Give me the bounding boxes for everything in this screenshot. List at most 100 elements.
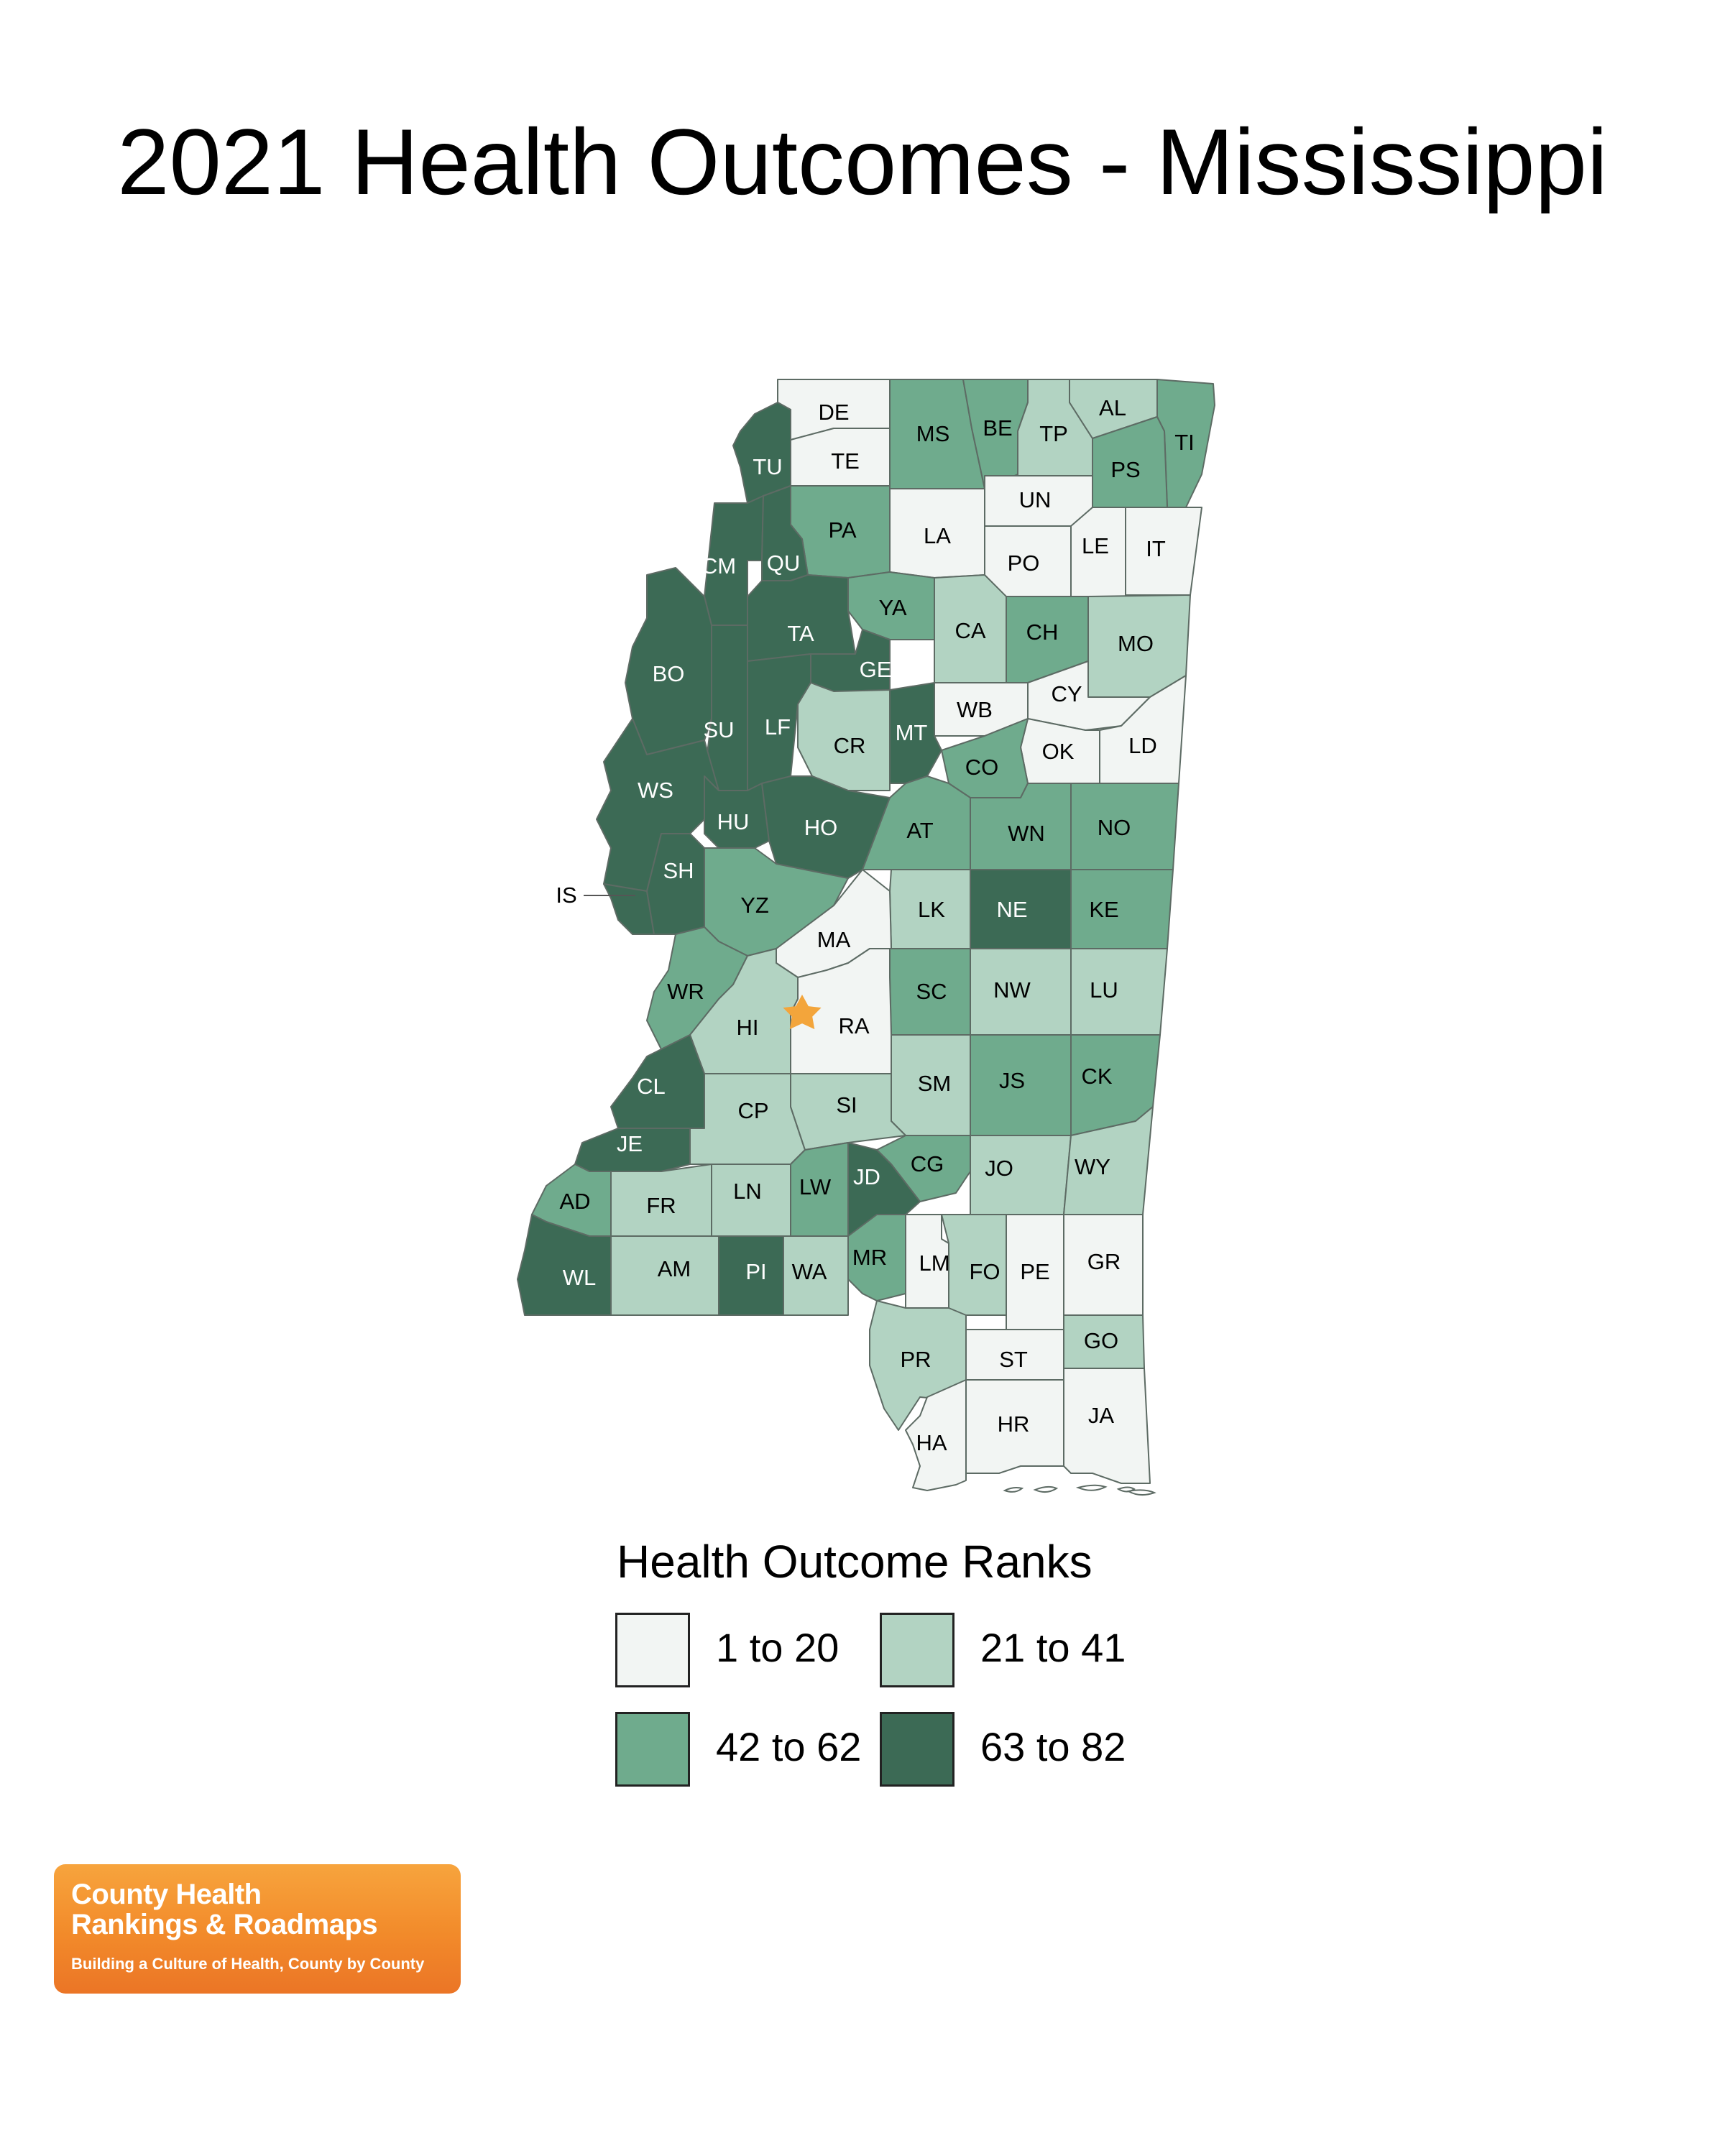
county-label-js: JS [999, 1068, 1025, 1093]
county-label-be: BE [983, 415, 1012, 441]
county-label-go: GO [1084, 1328, 1118, 1353]
county-label-mo: MO [1118, 631, 1154, 656]
county-label-jo: JO [985, 1156, 1013, 1181]
county-label-ke: KE [1089, 897, 1118, 922]
county-label-ta: TA [787, 621, 814, 646]
county-label-ck: CK [1081, 1064, 1112, 1089]
page-title: 2021 Health Outcomes - Mississippi [117, 109, 1608, 214]
county-health-rankings-logo: County Health Rankings & Roadmaps Buildi… [54, 1864, 461, 1994]
county-label-te: TE [831, 448, 860, 474]
county-label-it: IT [1146, 536, 1166, 561]
county-label-ld: LD [1128, 733, 1157, 758]
county-label-hi: HI [737, 1015, 759, 1040]
county-label-yz: YZ [740, 893, 769, 918]
county-si[interactable] [790, 1073, 906, 1151]
county-label-wl: WL [563, 1265, 597, 1290]
county-label-tu: TU [753, 454, 782, 479]
county-lu[interactable] [1070, 948, 1168, 1036]
county-label-ms: MS [916, 421, 950, 446]
legend-label: 21 to 41 [980, 1625, 1126, 1670]
county-label-lf: LF [765, 714, 791, 740]
county-ya[interactable] [847, 571, 935, 640]
county-label-fo: FO [969, 1259, 1000, 1284]
legend-label: 42 to 62 [716, 1724, 862, 1769]
county-label-ti: TI [1174, 430, 1195, 455]
county-label-hr: HR [998, 1411, 1030, 1437]
county-label-no: NO [1098, 815, 1131, 840]
county-label-lw: LW [799, 1174, 832, 1199]
county-label-pe: PE [1020, 1259, 1049, 1284]
county-label-pr: PR [900, 1347, 931, 1372]
county-label-bo: BO [653, 661, 685, 686]
county-label-gr: GR [1087, 1249, 1121, 1274]
legend-swatch [880, 1712, 954, 1787]
county-label-wy: WY [1075, 1154, 1110, 1179]
county-ke[interactable] [1070, 869, 1174, 949]
county-label-un: UN [1019, 487, 1052, 512]
capital-star-icon [783, 995, 822, 1030]
county-label-jd: JD [853, 1164, 880, 1189]
county-label-st: ST [999, 1347, 1028, 1372]
logo-line-1: County Health [71, 1879, 262, 1910]
county-label-ad: AD [559, 1189, 590, 1214]
legend-swatch [880, 1613, 954, 1687]
county-hu[interactable] [704, 775, 770, 849]
county-label-ma: MA [817, 927, 851, 952]
county-label-am: AM [658, 1256, 691, 1281]
county-ta[interactable] [747, 574, 856, 662]
county-label-cr: CR [834, 733, 866, 758]
mississippi-county-map: DE TE MS BE TP AL TI PS TU PA LA UN PO LE IT CM QU YA CA CH… [517, 379, 1215, 1496]
county-tu[interactable] [732, 402, 791, 504]
county-label-co: CO [965, 755, 999, 780]
county-label-wn: WN [1008, 821, 1045, 846]
county-label-si: SI [836, 1092, 857, 1118]
county-label-de: DE [818, 400, 849, 425]
county-label-le: LE [1082, 533, 1109, 558]
logo-line-2: Rankings & Roadmaps [71, 1909, 378, 1940]
county-label-la: LA [924, 523, 951, 548]
legend-swatch [615, 1613, 690, 1687]
county-label-ln: LN [733, 1179, 762, 1204]
county-label-mr: MR [852, 1245, 887, 1270]
county-ja[interactable] [1063, 1368, 1151, 1484]
county-label-cp: CP [737, 1098, 768, 1123]
gulf-islands [1003, 1484, 1156, 1496]
county-label-tp: TP [1039, 421, 1068, 446]
county-label-cm: CM [702, 553, 736, 579]
county-wa[interactable] [783, 1235, 849, 1316]
county-label-is: IS [556, 883, 576, 908]
legend-label: 63 to 82 [980, 1724, 1126, 1769]
county-label-ge: GE [860, 657, 892, 682]
county-label-hu: HU [717, 809, 750, 834]
county-label-sm: SM [918, 1071, 952, 1096]
county-label-nw: NW [993, 977, 1031, 1003]
legend-title: Health Outcome Ranks [617, 1536, 1092, 1588]
county-label-ja: JA [1088, 1403, 1115, 1428]
county-label-sh: SH [663, 858, 694, 883]
county-label-cy: CY [1051, 681, 1082, 706]
county-label-su: SU [703, 717, 734, 742]
logo-tagline: Building a Culture of Health, County by … [71, 1955, 425, 1973]
county-label-al: AL [1099, 395, 1126, 420]
county-label-po: PO [1008, 550, 1040, 576]
county-wy[interactable] [1063, 1106, 1154, 1215]
county-label-lu: LU [1090, 977, 1118, 1003]
county-label-wr: WR [667, 979, 704, 1004]
county-label-je: JE [617, 1131, 643, 1156]
county-label-at: AT [906, 818, 933, 843]
county-mt[interactable] [889, 682, 942, 784]
county-label-wb: WB [957, 697, 993, 722]
legend-label: 1 to 20 [716, 1625, 840, 1670]
county-label-cg: CG [911, 1151, 944, 1176]
county-mr[interactable] [847, 1214, 906, 1302]
county-label-ya: YA [878, 595, 906, 620]
county-label-pi: PI [745, 1259, 766, 1284]
county-label-ra: RA [838, 1013, 869, 1038]
county-label-ps: PS [1110, 457, 1140, 482]
county-label-wa: WA [792, 1259, 827, 1284]
county-label-ws: WS [638, 778, 673, 803]
county-label-lm: LM [919, 1250, 949, 1276]
county-label-qu: QU [767, 550, 801, 576]
county-label-ha: HA [916, 1430, 947, 1455]
county-label-ok: OK [1042, 739, 1075, 764]
